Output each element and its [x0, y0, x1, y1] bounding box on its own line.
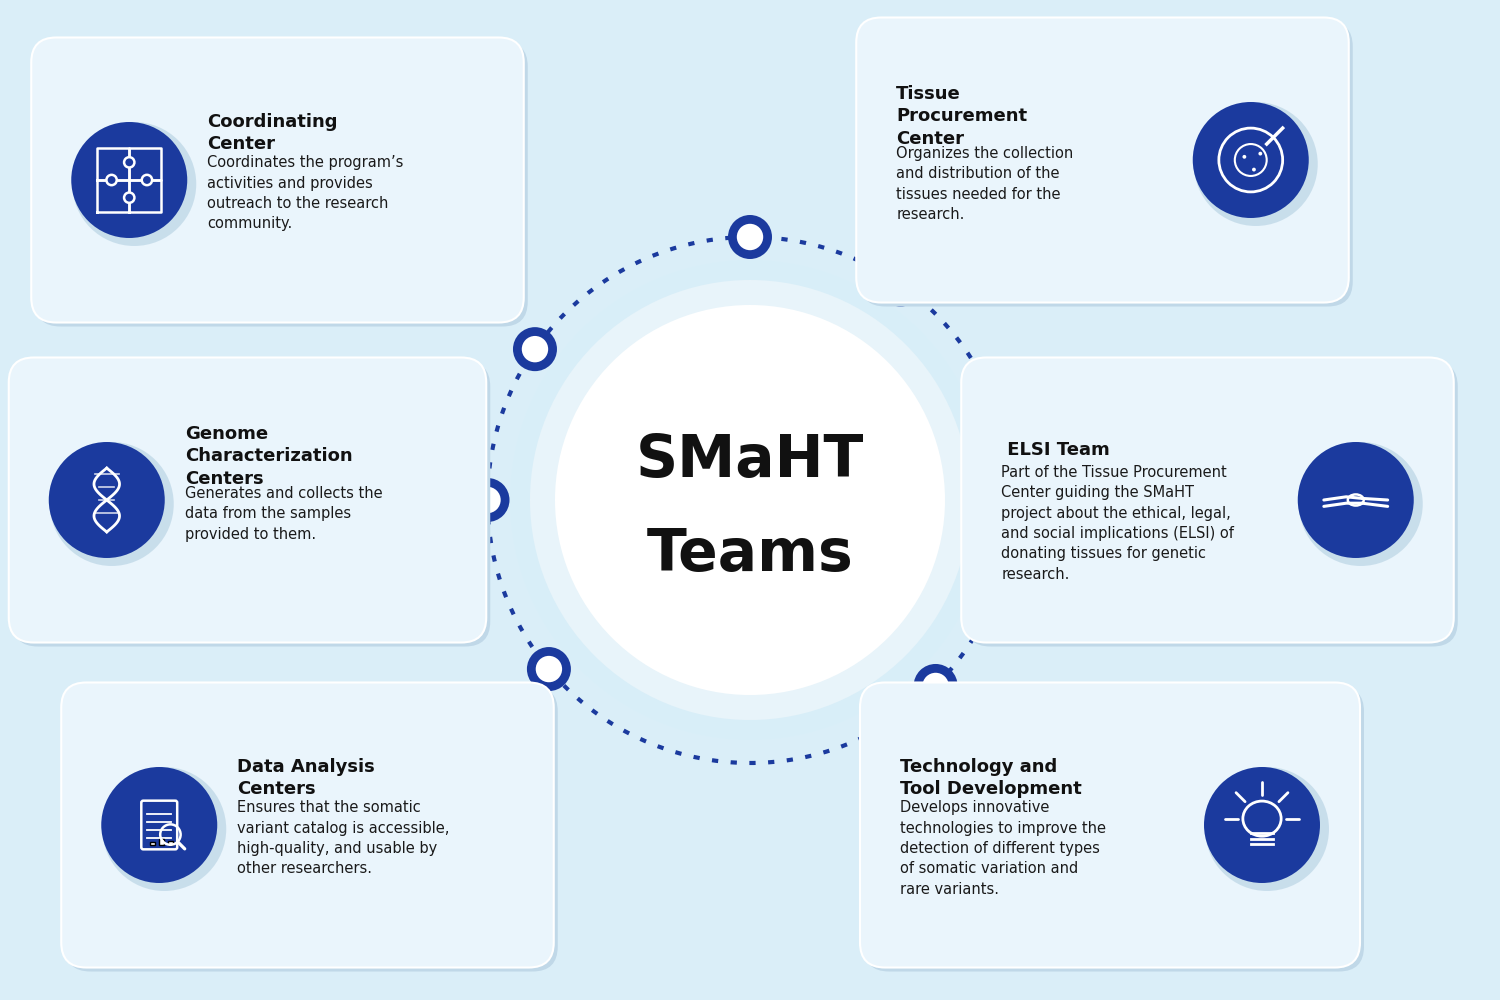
Ellipse shape: [879, 263, 922, 307]
FancyBboxPatch shape: [150, 842, 154, 845]
Ellipse shape: [72, 122, 196, 246]
Ellipse shape: [513, 327, 556, 371]
Ellipse shape: [736, 224, 764, 250]
Text: ELSI Team: ELSI Team: [1002, 441, 1110, 459]
Ellipse shape: [982, 360, 1432, 640]
Ellipse shape: [1194, 102, 1317, 226]
Text: Part of the Tissue Procurement
Center guiding the SMaHT
project about the ethica: Part of the Tissue Procurement Center gu…: [1002, 465, 1234, 582]
FancyBboxPatch shape: [966, 361, 1458, 647]
FancyBboxPatch shape: [168, 841, 172, 845]
FancyBboxPatch shape: [856, 18, 1348, 302]
Text: Coordinating
Center: Coordinating Center: [207, 113, 338, 153]
Ellipse shape: [1299, 442, 1424, 566]
Text: Develops innovative
technologies to improve the
detection of different types
of : Develops innovative technologies to impr…: [900, 800, 1106, 897]
FancyBboxPatch shape: [859, 21, 1353, 306]
FancyBboxPatch shape: [32, 37, 524, 322]
FancyBboxPatch shape: [9, 358, 486, 643]
Ellipse shape: [102, 767, 226, 891]
Text: Tissue
Procurement
Center: Tissue Procurement Center: [897, 85, 1028, 148]
Ellipse shape: [1298, 442, 1413, 558]
Text: Genome
Characterization
Centers: Genome Characterization Centers: [184, 425, 352, 488]
Ellipse shape: [1204, 767, 1329, 891]
Text: Technology and
Tool Development: Technology and Tool Development: [900, 758, 1082, 798]
Ellipse shape: [15, 365, 480, 635]
Ellipse shape: [510, 260, 990, 740]
Ellipse shape: [922, 673, 950, 699]
Ellipse shape: [124, 193, 135, 203]
Ellipse shape: [530, 280, 970, 720]
Ellipse shape: [50, 442, 174, 566]
Ellipse shape: [526, 647, 572, 691]
FancyBboxPatch shape: [962, 358, 1454, 643]
Ellipse shape: [878, 695, 1342, 955]
Ellipse shape: [100, 767, 218, 883]
Ellipse shape: [465, 478, 510, 522]
Ellipse shape: [536, 656, 562, 682]
Ellipse shape: [75, 695, 540, 955]
Ellipse shape: [862, 30, 1342, 290]
Ellipse shape: [914, 664, 957, 708]
Text: Generates and collects the
data from the samples
provided to them.: Generates and collects the data from the…: [184, 486, 382, 542]
FancyBboxPatch shape: [36, 41, 528, 326]
Ellipse shape: [1252, 168, 1256, 171]
Ellipse shape: [50, 442, 165, 558]
Ellipse shape: [142, 175, 152, 185]
Ellipse shape: [1258, 152, 1262, 156]
Ellipse shape: [555, 305, 945, 695]
Ellipse shape: [1242, 155, 1246, 159]
Ellipse shape: [72, 122, 188, 238]
FancyBboxPatch shape: [159, 839, 164, 845]
Ellipse shape: [106, 175, 117, 185]
Ellipse shape: [728, 215, 772, 259]
Text: Coordinates the program’s
activities and provides
outreach to the research
commu: Coordinates the program’s activities and…: [207, 155, 404, 231]
Text: Data Analysis
Centers: Data Analysis Centers: [237, 758, 375, 798]
Ellipse shape: [522, 336, 548, 362]
Ellipse shape: [1204, 767, 1320, 883]
Ellipse shape: [1192, 102, 1308, 218]
Ellipse shape: [888, 271, 914, 298]
Ellipse shape: [124, 157, 135, 167]
Ellipse shape: [474, 487, 501, 513]
Text: Organizes the collection
and distribution of the
tissues needed for the
research: Organizes the collection and distributio…: [897, 146, 1074, 222]
Ellipse shape: [38, 40, 518, 320]
Text: Ensures that the somatic
variant catalog is accessible,
high-quality, and usable: Ensures that the somatic variant catalog…: [237, 800, 450, 876]
Text: Teams: Teams: [646, 526, 854, 583]
FancyBboxPatch shape: [13, 361, 490, 647]
Text: SMaHT: SMaHT: [636, 432, 864, 489]
FancyBboxPatch shape: [864, 686, 1364, 972]
FancyBboxPatch shape: [859, 682, 1360, 968]
FancyBboxPatch shape: [62, 682, 554, 968]
FancyBboxPatch shape: [64, 686, 558, 972]
